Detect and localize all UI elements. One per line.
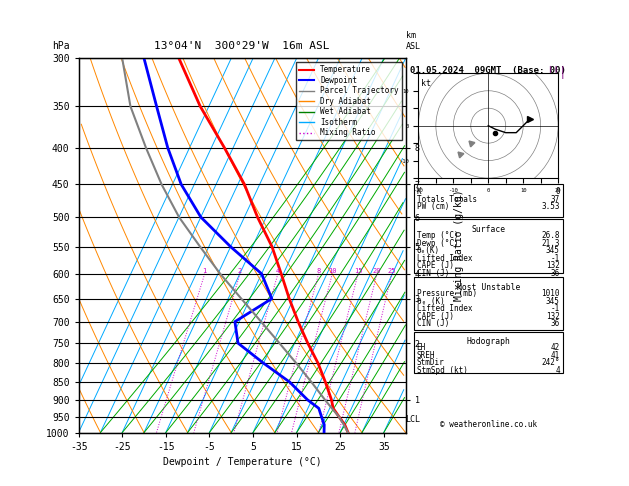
Text: CAPE (J): CAPE (J) bbox=[416, 312, 454, 321]
Text: Dewp (°C): Dewp (°C) bbox=[416, 239, 459, 248]
Text: 13°04'N  300°29'W  16m ASL: 13°04'N 300°29'W 16m ASL bbox=[154, 41, 330, 51]
Text: Totals Totals: Totals Totals bbox=[416, 195, 477, 204]
Legend: Temperature, Dewpoint, Parcel Trajectory, Dry Adiabat, Wet Adiabat, Isotherm, Mi: Temperature, Dewpoint, Parcel Trajectory… bbox=[296, 62, 402, 140]
Text: CIN (J): CIN (J) bbox=[416, 269, 449, 278]
Text: 132: 132 bbox=[546, 261, 560, 270]
Text: Surface: Surface bbox=[471, 225, 505, 234]
Text: 132: 132 bbox=[546, 312, 560, 321]
Text: 10: 10 bbox=[328, 268, 337, 274]
FancyBboxPatch shape bbox=[413, 331, 563, 373]
Text: Pressure (mb): Pressure (mb) bbox=[416, 289, 477, 298]
Text: 4: 4 bbox=[555, 366, 560, 375]
Text: © weatheronline.co.uk: © weatheronline.co.uk bbox=[440, 420, 537, 429]
Text: SREH: SREH bbox=[416, 351, 435, 360]
Text: 242°: 242° bbox=[542, 359, 560, 367]
X-axis label: Dewpoint / Temperature (°C): Dewpoint / Temperature (°C) bbox=[163, 457, 321, 467]
Text: km
ASL: km ASL bbox=[406, 32, 421, 51]
Text: K: K bbox=[416, 188, 421, 196]
Text: θₑ (K): θₑ (K) bbox=[416, 296, 444, 306]
Text: 36: 36 bbox=[550, 269, 560, 278]
Text: 1: 1 bbox=[203, 268, 207, 274]
Text: 36: 36 bbox=[550, 319, 560, 328]
Text: 15: 15 bbox=[353, 268, 362, 274]
Text: EH: EH bbox=[416, 344, 426, 352]
Text: 345: 345 bbox=[546, 246, 560, 255]
Text: 37: 37 bbox=[550, 195, 560, 204]
Text: 345: 345 bbox=[546, 296, 560, 306]
FancyBboxPatch shape bbox=[413, 277, 563, 330]
Text: 4: 4 bbox=[276, 268, 280, 274]
FancyBboxPatch shape bbox=[413, 184, 563, 217]
Text: Temp (°C): Temp (°C) bbox=[416, 231, 459, 240]
Text: -1: -1 bbox=[550, 304, 560, 313]
Text: 2: 2 bbox=[238, 268, 242, 274]
Text: 0: 0 bbox=[555, 188, 560, 196]
Text: StmDir: StmDir bbox=[416, 359, 444, 367]
Text: StmSpd (kt): StmSpd (kt) bbox=[416, 366, 467, 375]
Text: Most Unstable: Most Unstable bbox=[457, 283, 520, 292]
FancyBboxPatch shape bbox=[413, 219, 563, 274]
Text: 21.3: 21.3 bbox=[542, 239, 560, 248]
Text: LCL: LCL bbox=[406, 416, 421, 424]
Text: -1: -1 bbox=[550, 254, 560, 262]
Text: 3.53: 3.53 bbox=[542, 202, 560, 211]
Text: θₑ(K): θₑ(K) bbox=[416, 246, 440, 255]
Text: Lifted Index: Lifted Index bbox=[416, 304, 472, 313]
Text: CAPE (J): CAPE (J) bbox=[416, 261, 454, 270]
Text: 1010: 1010 bbox=[542, 289, 560, 298]
Text: 8: 8 bbox=[316, 268, 321, 274]
Text: ▕▕▕: ▕▕▕ bbox=[543, 66, 563, 79]
Text: Hodograph: Hodograph bbox=[466, 337, 510, 346]
Text: 26.8: 26.8 bbox=[542, 231, 560, 240]
Text: 42: 42 bbox=[550, 344, 560, 352]
Text: 20: 20 bbox=[372, 268, 381, 274]
Text: PW (cm): PW (cm) bbox=[416, 202, 449, 211]
Text: hPa: hPa bbox=[52, 41, 70, 51]
Text: CIN (J): CIN (J) bbox=[416, 319, 449, 328]
Text: Lifted Index: Lifted Index bbox=[416, 254, 472, 262]
Y-axis label: Mixing Ratio (g/kg): Mixing Ratio (g/kg) bbox=[454, 190, 464, 301]
Text: 25: 25 bbox=[387, 268, 396, 274]
Text: 41: 41 bbox=[550, 351, 560, 360]
Text: 01.05.2024  09GMT  (Base: 00): 01.05.2024 09GMT (Base: 00) bbox=[410, 66, 566, 75]
